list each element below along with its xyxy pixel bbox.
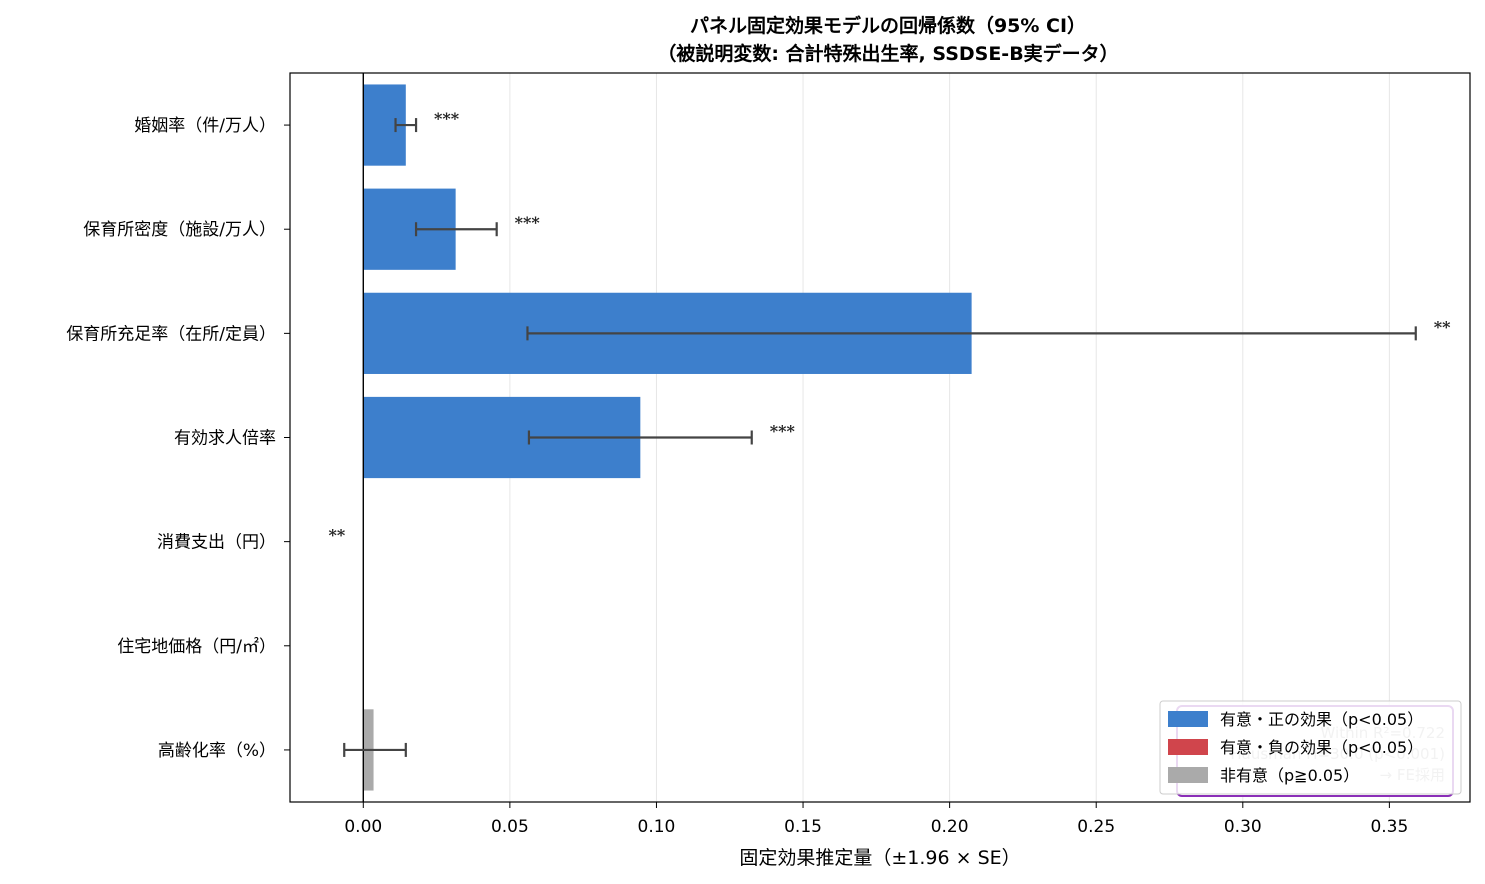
legend-label-2: 非有意（p≧0.05） — [1220, 766, 1359, 785]
x-tick-label-6: 0.30 — [1224, 817, 1262, 837]
x-tick-label-2: 0.10 — [638, 817, 676, 837]
x-tick-label-3: 0.15 — [784, 817, 822, 837]
category-label-3: 有効求人倍率 — [174, 429, 276, 449]
significance-label-2: ** — [1434, 317, 1451, 336]
significance-label-3: *** — [770, 422, 796, 441]
error-bar-1 — [414, 222, 498, 237]
x-tick-label-0: 0.00 — [344, 817, 382, 837]
error-bar-3 — [527, 430, 753, 445]
significance-labels: ************* — [329, 109, 1452, 545]
x-tick-label-5: 0.25 — [1077, 817, 1115, 837]
category-label-0: 婚姻率（件/万人） — [134, 116, 276, 136]
x-axis-label: 固定効果推定量（±1.96 × SE） — [739, 847, 1020, 869]
significance-label-1: *** — [515, 213, 541, 232]
significance-label-0: *** — [434, 109, 460, 128]
chart-title: パネル固定効果モデルの回帰係数（95% CI） — [690, 14, 1086, 37]
x-tick-label-1: 0.05 — [491, 817, 529, 837]
x-axis-ticks: 0.00 0.05 0.10 0.15 0.20 0.25 0.30 0.35 — [344, 802, 1408, 837]
error-bar-2 — [526, 326, 1417, 341]
chart-subtitle: （被説明変数: 合計特殊出生率, SSDSE-B実データ） — [657, 42, 1118, 65]
legend-swatch-0 — [1168, 711, 1208, 727]
category-label-2: 保育所充足率（在所/定員） — [66, 324, 276, 344]
legend-label-0: 有意・正の効果（p<0.05） — [1220, 710, 1423, 729]
error-bar-0 — [394, 118, 418, 133]
category-label-6: 高齢化率（%） — [158, 741, 276, 761]
legend: 有意・正の効果（p<0.05） 有意・負の効果（p<0.05） 非有意（p≧0.05… — [1159, 700, 1462, 795]
category-label-5: 住宅地価格（円/㎡） — [117, 637, 276, 657]
error-bar-6 — [343, 742, 407, 757]
significance-label-4: ** — [329, 526, 346, 545]
x-tick-label-4: 0.20 — [931, 817, 969, 837]
legend-swatch-1 — [1168, 739, 1208, 755]
x-tick-label-7: 0.35 — [1370, 817, 1408, 837]
category-label-4: 消費支出（円） — [157, 533, 276, 553]
error-bars — [343, 118, 1417, 757]
category-label-1: 保育所密度（施設/万人） — [83, 220, 276, 240]
y-axis-categories: 婚姻率（件/万人） 保育所密度（施設/万人） 保育所充足率（在所/定員） 有効求人倍率… — [66, 116, 290, 761]
legend-label-1: 有意・負の効果（p<0.05） — [1220, 738, 1423, 757]
legend-frame — [1159, 700, 1462, 795]
legend-swatch-2 — [1168, 767, 1208, 783]
